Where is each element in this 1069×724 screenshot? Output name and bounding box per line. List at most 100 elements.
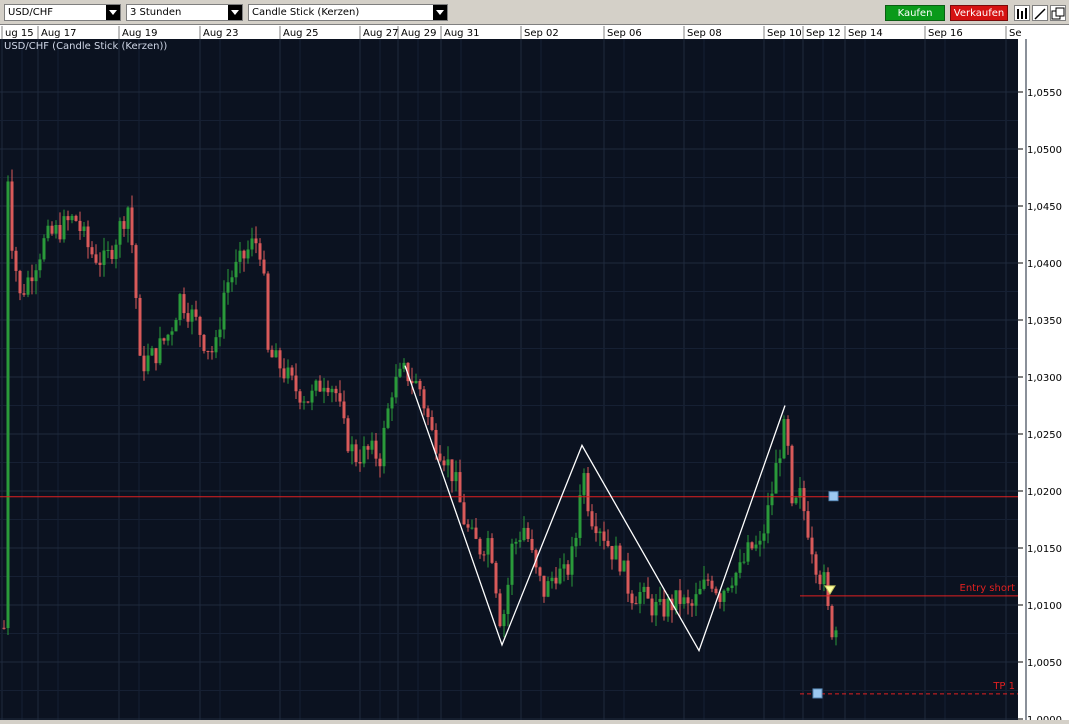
candle-body [618,545,622,572]
x-tick-label: Aug 23 [203,28,238,39]
candle-body [550,577,554,582]
candle-body [282,368,286,379]
candle-body [706,579,710,581]
candle-tool-icon[interactable] [1014,5,1030,21]
candle-body [74,215,78,221]
candle-body [530,538,534,551]
candle-body [70,215,74,221]
x-tick-label: Aug 17 [41,28,76,39]
candle-body [350,444,354,452]
candle-body [446,459,450,466]
candle-body [78,220,82,232]
candle-body [170,331,174,335]
candle-body [614,545,618,560]
y-tick-label: 1,0300 [1027,373,1062,384]
candle-body [458,472,462,503]
candle-body [794,497,798,504]
candle-body [834,630,838,638]
sell-button[interactable]: Verkaufen [950,5,1008,21]
candle-body [390,397,394,409]
candle-body [818,574,822,585]
candle-body [430,417,434,430]
draw-line-icon[interactable] [1032,5,1048,21]
x-tick-label: Aug 27 [363,28,398,39]
x-tick-label: Sep 06 [607,28,642,39]
candle-body [250,238,254,250]
candle-body [666,598,670,617]
candle-body [278,350,282,369]
candle-body [630,593,634,604]
candle-body [110,249,114,259]
chevron-down-icon[interactable] [433,5,447,20]
candle-body [378,458,382,467]
candle-body [486,538,490,555]
candle-body [686,597,690,604]
candle-body [194,309,198,317]
y-tick-label: 1,0150 [1027,544,1062,555]
popout-window-icon[interactable] [1050,5,1066,21]
timeframe-select[interactable]: 3 Stunden [126,4,243,21]
candle-body [22,293,26,295]
candle-body [582,473,586,496]
candle-body [262,259,266,274]
candle-body [286,367,290,379]
y-tick-label: 1,0000 [1027,715,1062,720]
candle-body [806,511,810,538]
candle-body [354,444,358,463]
candle-body [410,381,414,384]
candle-body [542,575,546,597]
candle-body [498,593,502,627]
chart-toolbar: USD/CHF 3 Stunden Candle Stick (Kerzen) … [0,0,1069,25]
chart-area[interactable]: ug 15 Aug 17 Aug 19 Aug 23 Aug 25 Aug 27 Aug 2… [0,25,1069,724]
candle-body [682,597,686,604]
candle-body [214,337,218,353]
x-tick-label: Aug 19 [122,28,157,39]
candle-body [58,224,62,240]
candle-body [490,538,494,563]
candle-body [418,380,422,390]
candle-body [46,225,50,239]
candle-body [462,502,466,525]
candle-body [50,225,54,234]
candle-body [230,277,234,283]
y-tick-label: 1,0350 [1027,316,1062,327]
candle-body [386,408,390,428]
instrument-select[interactable]: USD/CHF [4,4,121,21]
candle-body [470,527,474,529]
candle-body [750,542,754,549]
candle-body [330,388,334,393]
chart-background [0,25,1069,720]
candle-body [466,524,470,528]
candle-body [138,297,142,356]
candle-body [342,401,346,419]
candle-body [758,540,762,545]
candle-body [270,349,274,358]
candle-body [146,355,150,372]
candle-body [598,531,602,534]
chevron-down-icon[interactable] [106,5,120,20]
candle-body [554,577,558,584]
candle-body [442,460,446,466]
candle-body [166,334,170,341]
candle-body [6,181,10,629]
candle-body [358,462,362,464]
candlestick-chart[interactable]: ug 15 Aug 17 Aug 19 Aug 23 Aug 25 Aug 27 Aug 2… [0,25,1069,724]
candle-body [754,544,758,549]
buy-button[interactable]: Kaufen [885,5,945,21]
candle-body [722,590,726,602]
candle-body [714,588,718,594]
candle-body [206,350,210,352]
candle-body [602,531,606,541]
x-axis-ticks: ug 15 Aug 17 Aug 19 Aug 23 Aug 25 Aug 27 Aug 2… [1,26,1022,39]
candle-body [154,348,158,364]
candle-body [130,207,134,246]
candle-body [370,440,374,450]
candle-body [726,588,730,591]
candle-body [10,181,14,251]
candle-body [546,581,550,597]
candle-body [2,627,6,629]
chart-type-select[interactable]: Candle Stick (Kerzen) [248,4,448,21]
candle-body [394,376,398,398]
chevron-down-icon[interactable] [228,5,242,20]
stop-loss-marker [828,491,839,502]
